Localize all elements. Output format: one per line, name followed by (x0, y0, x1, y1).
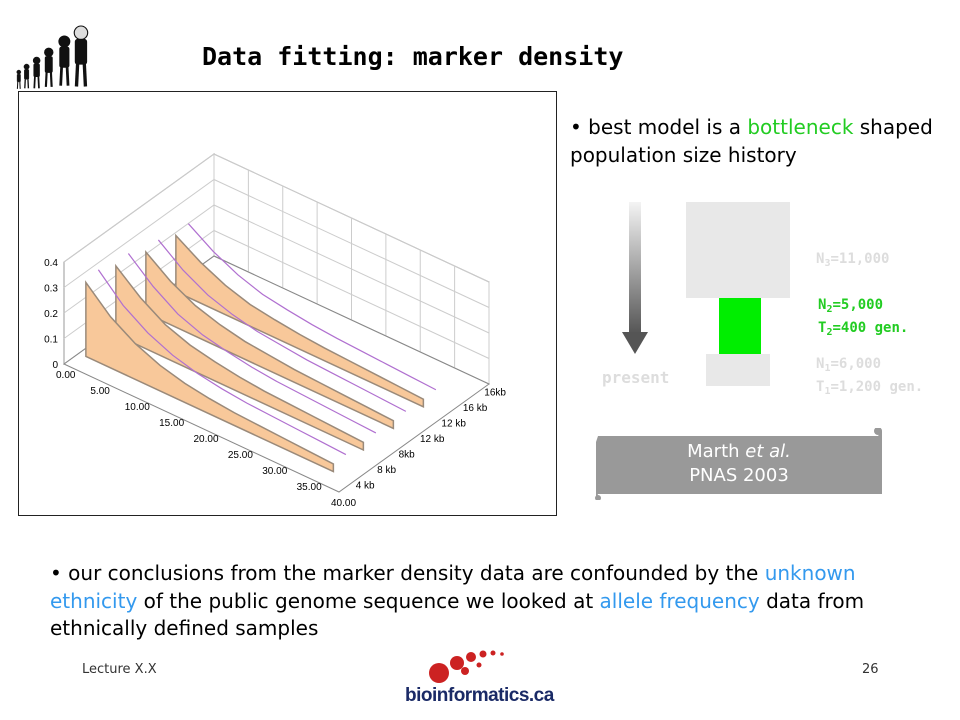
x-tick-label: 0.00 (56, 370, 76, 381)
n1-t1-label: N1=6,000 T1=1,200 gen. (816, 355, 923, 401)
z-tick-label: 0 (52, 360, 58, 371)
grid-line-horizontal (63, 229, 490, 359)
depth-tick-label: 12 kb (420, 434, 445, 445)
data-area (85, 280, 335, 473)
present-label: present (602, 368, 670, 387)
depth-tick-label: 12 kb (441, 419, 466, 430)
z-tick-label: 0.4 (44, 258, 58, 269)
population-n1-block (706, 354, 770, 386)
marker-density-chart: 0 0.1 0.2 0.3 0.4 0.00 5.00 10.00 15.00 20.00 25.0… (18, 91, 557, 516)
model-curve (187, 223, 437, 391)
t1-label: T1=1,200 gen. (816, 379, 924, 397)
slide-title: Data fitting: marker density (202, 42, 624, 71)
citation-authors: Marth et al. (687, 441, 791, 462)
z-tick-label: 0.2 (44, 309, 58, 320)
page-number: 26 (862, 662, 879, 677)
n3-label: N3=11,000 (816, 251, 890, 269)
depth-tick-label: 8kb (399, 449, 416, 460)
x-tick-label: 15.00 (159, 418, 184, 429)
bullet1-text-post: shaped population size history (570, 115, 933, 167)
grid-line-horizontal (63, 153, 490, 283)
population-n3-block (686, 202, 790, 298)
highlight-allele-frequency: allele frequency (599, 588, 760, 613)
model-curve (127, 253, 377, 434)
citation-scroll: Marth et al. PNAS 2003 (594, 428, 884, 500)
bullet-conclusions: • our conclusions from the marker densit… (50, 561, 865, 640)
grid-line-horizontal (63, 178, 490, 308)
z-tick-label: 0.1 (44, 335, 58, 346)
x-tick-label: 40.00 (331, 498, 356, 509)
grid-line-horizontal (63, 204, 490, 334)
model-curve (157, 239, 407, 412)
bullet1-highlight: bottleneck (747, 115, 854, 139)
n1-label: N1=6,000 (816, 356, 882, 374)
highlight-unknown-ethnicity: unknown ethnicity (50, 561, 856, 613)
x-tick-label: 30.00 (262, 466, 287, 477)
data-area (115, 263, 365, 452)
data-area (145, 249, 395, 430)
n2-t2-label: N2=5,000 T2=400 gen. (818, 296, 908, 342)
bioinformatics-logo: bioinformatics.ca (405, 645, 565, 715)
time-arrow-icon (620, 202, 650, 354)
x-tick-label: 10.00 (125, 402, 150, 413)
bullet1-text-pre: best model is a (588, 115, 748, 139)
model-curve (97, 269, 347, 456)
bullet-best-model: • best model is a bottleneck shaped popu… (570, 115, 933, 167)
x-tick-label: 35.00 (297, 482, 322, 493)
t2-label: T2=400 gen. (818, 320, 909, 338)
depth-tick-label: 8 kb (377, 465, 396, 476)
population-n2-block (719, 298, 761, 354)
people-icon (16, 25, 89, 89)
x-tick-label: 5.00 (90, 386, 110, 397)
depth-tick-label: 16 kb (463, 403, 488, 414)
depth-tick-label: 16kb (484, 388, 506, 399)
x-tick-label: 25.00 (228, 450, 253, 461)
footer-lecture: Lecture X.X (82, 662, 157, 677)
chart-svg: 0 0.1 0.2 0.3 0.4 0.00 5.00 10.00 15.00 20.00 25.0… (44, 153, 506, 509)
depth-tick-label: 4 kb (356, 480, 375, 491)
citation-journal: PNAS 2003 (689, 465, 789, 486)
logo-text: bioinformatics.ca (405, 685, 554, 706)
n2-label: N2=5,000 (818, 297, 884, 315)
data-area (175, 233, 425, 408)
x-tick-label: 20.00 (194, 434, 219, 445)
z-tick-label: 0.3 (44, 284, 58, 295)
